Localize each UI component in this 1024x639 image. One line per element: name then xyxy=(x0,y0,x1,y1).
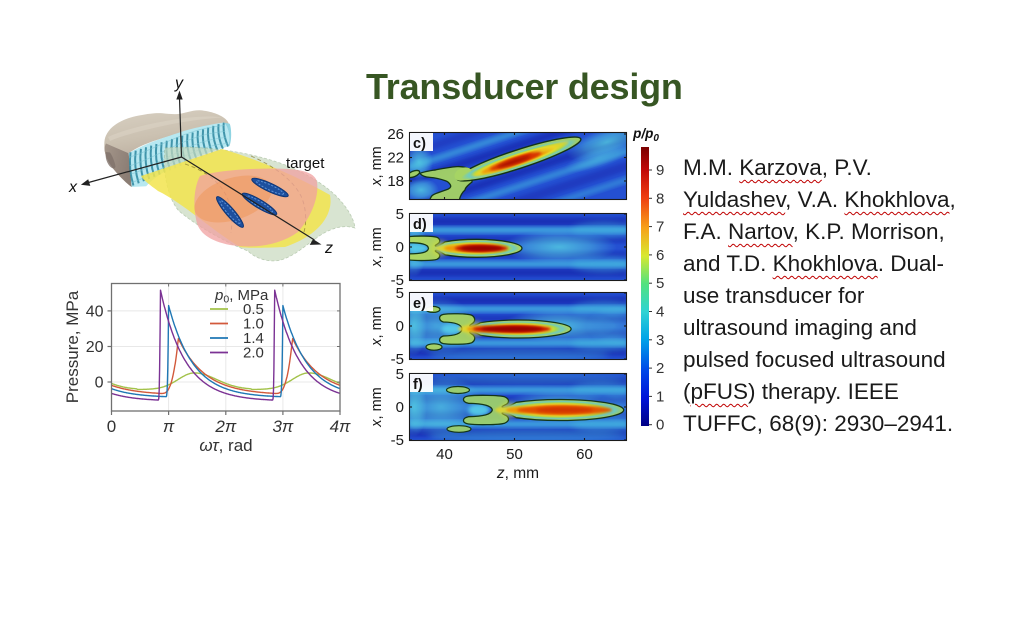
svg-text:c): c) xyxy=(413,136,426,152)
svg-text:1.4: 1.4 xyxy=(243,330,264,347)
svg-text:8: 8 xyxy=(656,190,664,207)
svg-text:z: z xyxy=(324,240,333,257)
svg-text:9: 9 xyxy=(656,162,664,179)
svg-text:2: 2 xyxy=(656,360,664,377)
svg-text:x, mm: x, mm xyxy=(370,146,385,186)
svg-text:0: 0 xyxy=(396,318,404,335)
svg-text:40: 40 xyxy=(436,446,453,463)
svg-text:ωτ, rad: ωτ, rad xyxy=(199,436,252,455)
svg-text:x: x xyxy=(68,179,78,196)
svg-text:x, mm: x, mm xyxy=(370,306,385,346)
svg-text:7: 7 xyxy=(656,219,664,236)
svg-text:0: 0 xyxy=(396,239,404,256)
svg-text:5: 5 xyxy=(396,285,404,302)
svg-text:π: π xyxy=(163,417,175,436)
svg-text:5: 5 xyxy=(396,366,404,383)
svg-text:22: 22 xyxy=(387,150,404,167)
svg-text:5: 5 xyxy=(656,275,664,292)
svg-text:1: 1 xyxy=(656,388,664,405)
svg-text:40: 40 xyxy=(86,303,104,320)
svg-text:-5: -5 xyxy=(391,272,404,289)
svg-text:60: 60 xyxy=(576,446,593,463)
svg-text:0: 0 xyxy=(107,417,116,436)
svg-text:d): d) xyxy=(413,217,427,233)
svg-text:x, mm: x, mm xyxy=(370,387,385,427)
svg-text:3: 3 xyxy=(656,332,664,349)
svg-text:f): f) xyxy=(413,377,423,393)
svg-text:-5: -5 xyxy=(391,432,404,449)
svg-text:0: 0 xyxy=(396,399,404,416)
svg-text:1.0: 1.0 xyxy=(243,316,264,333)
svg-text:26: 26 xyxy=(387,126,404,143)
svg-text:y: y xyxy=(174,75,184,92)
svg-text:0.5: 0.5 xyxy=(243,301,264,318)
svg-text:4π: 4π xyxy=(330,417,351,436)
svg-text:Pressure, MPa: Pressure, MPa xyxy=(63,290,82,403)
svg-text:4: 4 xyxy=(656,304,664,321)
svg-text:p/p0: p/p0 xyxy=(632,126,659,144)
svg-text:50: 50 xyxy=(506,446,523,463)
svg-text:20: 20 xyxy=(86,339,104,356)
svg-text:2.0: 2.0 xyxy=(243,345,264,362)
svg-text:p0, MPa: p0, MPa xyxy=(214,287,269,306)
svg-text:5: 5 xyxy=(396,206,404,223)
svg-text:2π: 2π xyxy=(214,417,236,436)
svg-text:target: target xyxy=(286,155,325,172)
svg-text:0: 0 xyxy=(656,417,664,434)
svg-text:0: 0 xyxy=(95,375,104,392)
svg-text:-5: -5 xyxy=(391,351,404,368)
svg-text:z, mm: z, mm xyxy=(496,465,539,482)
svg-text:x, mm: x, mm xyxy=(370,227,385,267)
svg-text:18: 18 xyxy=(387,173,404,190)
svg-text:6: 6 xyxy=(656,247,664,264)
svg-text:3π: 3π xyxy=(272,417,293,436)
svg-text:e): e) xyxy=(413,296,426,312)
